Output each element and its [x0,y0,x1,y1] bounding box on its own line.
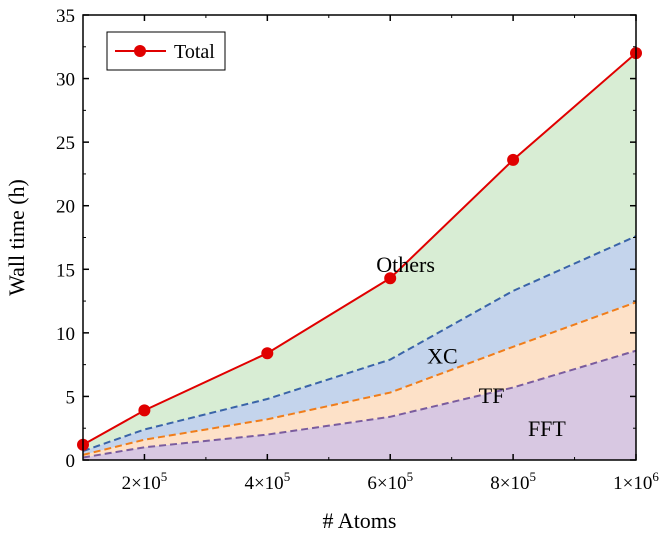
legend-marker-total [134,45,146,57]
y-tick-label: 15 [56,260,75,281]
total-point [507,153,520,166]
band-label-fft: FFT [528,416,566,441]
y-tick-label: 5 [66,387,76,408]
boundary-line-fft [82,349,637,459]
y-tick-label: 0 [66,451,76,472]
total-line [82,52,637,446]
band-label-others: Others [376,252,435,277]
boundary-line-tf [82,301,637,456]
area-band-fft [83,350,636,460]
y-tick-label: 30 [56,70,75,91]
stacked-areas [83,53,636,460]
x-axis-title: # Atoms [323,508,397,533]
y-tick-label: 35 [56,6,75,27]
total-point [138,404,151,417]
band-label-xc: XC [427,343,458,368]
x-tick-label: 4×105 [244,469,290,494]
total-point [261,347,274,360]
area-band-xc [83,236,636,455]
y-tick-label: 20 [56,197,75,218]
total-point [384,272,397,285]
boundary-line-xc [82,235,637,453]
band-label-tf: TF [479,383,505,408]
y-axis-ticks: 0 5 10 15 20 25 30 35 [56,6,636,472]
x-tick-label: 6×105 [367,469,413,494]
band-boundary-lines [82,235,637,459]
area-band-others [83,53,636,452]
x-tick-label: 2×105 [122,469,168,494]
y-tick-label: 10 [56,324,75,345]
band-labels: FFT TF XC Others [376,252,566,441]
y-tick-label: 25 [56,133,75,154]
legend: Total [106,31,226,71]
y-axis-title: Wall time (h) [4,179,29,296]
x-tick-label: 1×106 [613,469,659,494]
x-tick-label: 8×105 [490,469,536,494]
x-axis-ticks: 2×105 4×105 6×105 8×105 1×106 [122,15,659,494]
legend-label-total: Total [174,41,215,63]
